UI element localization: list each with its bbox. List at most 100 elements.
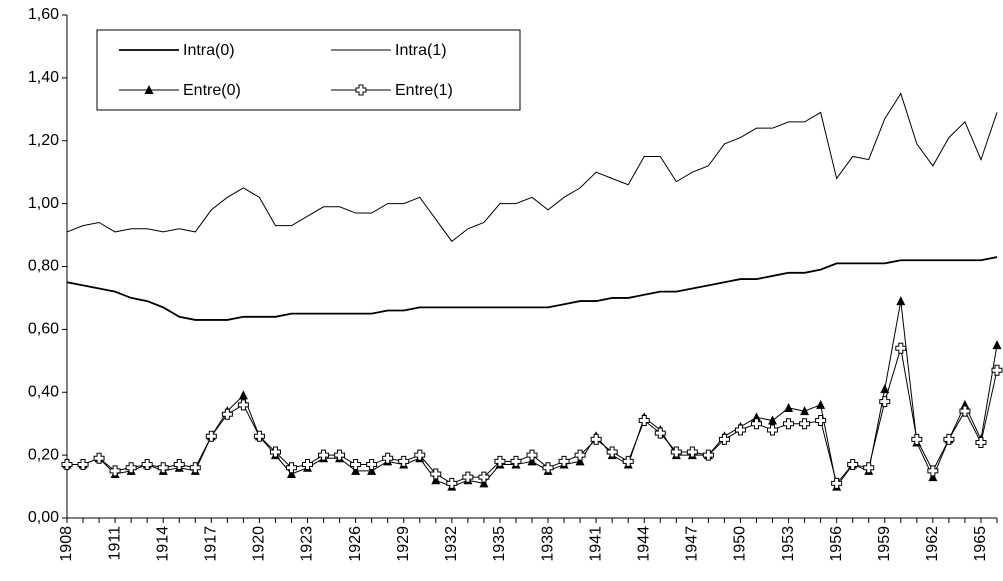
y-tick-label: 1,60: [28, 6, 59, 23]
marker: [125, 462, 137, 474]
marker: [430, 468, 442, 480]
x-tick-label: 1920: [251, 526, 268, 562]
marker: [879, 396, 891, 408]
marker: [527, 456, 537, 466]
marker: [318, 449, 330, 461]
y-tick-label: 0,80: [28, 258, 59, 275]
marker: [77, 459, 89, 471]
marker: [654, 427, 666, 439]
marker: [109, 465, 121, 477]
marker: [863, 462, 875, 474]
marker: [799, 418, 811, 430]
marker: [718, 433, 730, 445]
x-tick-label: 1917: [203, 526, 220, 562]
marker: [816, 399, 826, 409]
marker: [462, 471, 474, 483]
marker: [237, 399, 249, 411]
marker: [431, 475, 441, 485]
marker: [831, 477, 843, 489]
x-tick-label: 1908: [58, 526, 75, 562]
marker: [526, 449, 538, 461]
marker: [558, 455, 570, 467]
legend-marker: [144, 85, 154, 94]
legend-marker: [355, 84, 367, 96]
marker: [943, 433, 955, 445]
marker: [238, 390, 248, 400]
marker: [638, 415, 650, 427]
marker: [302, 459, 314, 471]
x-tick-label: 1959: [876, 526, 893, 562]
x-tick-label: 1941: [587, 526, 604, 562]
x-tick-label: 1935: [491, 526, 508, 562]
marker: [253, 430, 265, 442]
marker: [189, 462, 201, 474]
marker: [622, 455, 634, 467]
marker: [542, 462, 554, 474]
x-tick-label: 1911: [106, 526, 123, 561]
marker: [285, 462, 297, 474]
legend-box: [96, 29, 521, 111]
marker: [575, 456, 585, 466]
y-tick-label: 0,40: [28, 383, 59, 400]
y-tick-label: 1,00: [28, 195, 59, 212]
marker: [61, 459, 73, 471]
marker: [815, 415, 827, 427]
marker: [478, 471, 490, 483]
marker: [93, 452, 105, 464]
x-tick-label: 1944: [635, 526, 652, 562]
marker: [670, 446, 682, 458]
y-tick-label: 0,00: [28, 509, 59, 526]
marker: [590, 433, 602, 445]
marker: [367, 465, 377, 475]
marker: [895, 342, 907, 354]
marker: [928, 472, 938, 482]
marker: [783, 418, 795, 430]
legend-label: Intra(1): [395, 42, 447, 59]
y-tick-label: 0,60: [28, 321, 59, 338]
x-tick-label: 1965: [972, 526, 989, 562]
marker: [880, 384, 890, 394]
marker: [494, 455, 506, 467]
marker: [975, 437, 987, 449]
x-tick-label: 1950: [732, 526, 749, 562]
marker: [382, 452, 394, 464]
marker: [350, 459, 362, 471]
legend-label: Intra(0): [183, 42, 235, 59]
x-tick-label: 1926: [347, 526, 364, 562]
x-tick-label: 1914: [154, 526, 171, 562]
marker: [221, 408, 233, 420]
marker: [959, 405, 971, 417]
x-tick-label: 1923: [299, 526, 316, 562]
marker: [414, 449, 426, 461]
marker: [991, 364, 1003, 376]
marker: [205, 430, 217, 442]
x-tick-label: 1929: [395, 526, 412, 562]
x-tick-label: 1962: [924, 526, 941, 562]
y-tick-label: 1,40: [28, 69, 59, 86]
y-tick-label: 0,20: [28, 446, 59, 463]
x-tick-label: 1947: [684, 526, 701, 562]
marker: [702, 449, 714, 461]
marker: [479, 478, 489, 488]
marker: [269, 446, 281, 458]
marker: [992, 340, 1002, 350]
marker: [784, 402, 794, 412]
x-tick-label: 1938: [539, 526, 556, 562]
marker: [351, 465, 361, 475]
marker: [911, 433, 923, 445]
marker: [927, 465, 939, 477]
marker: [173, 459, 185, 471]
marker: [686, 446, 698, 458]
marker: [398, 455, 410, 467]
marker: [334, 449, 346, 461]
marker: [768, 415, 778, 425]
x-tick-label: 1932: [443, 526, 460, 562]
y-tick-label: 1,20: [28, 132, 59, 149]
marker: [574, 449, 586, 461]
marker: [157, 462, 169, 474]
marker: [896, 296, 906, 306]
marker: [141, 459, 153, 471]
legend-label: Entre(0): [183, 82, 241, 99]
